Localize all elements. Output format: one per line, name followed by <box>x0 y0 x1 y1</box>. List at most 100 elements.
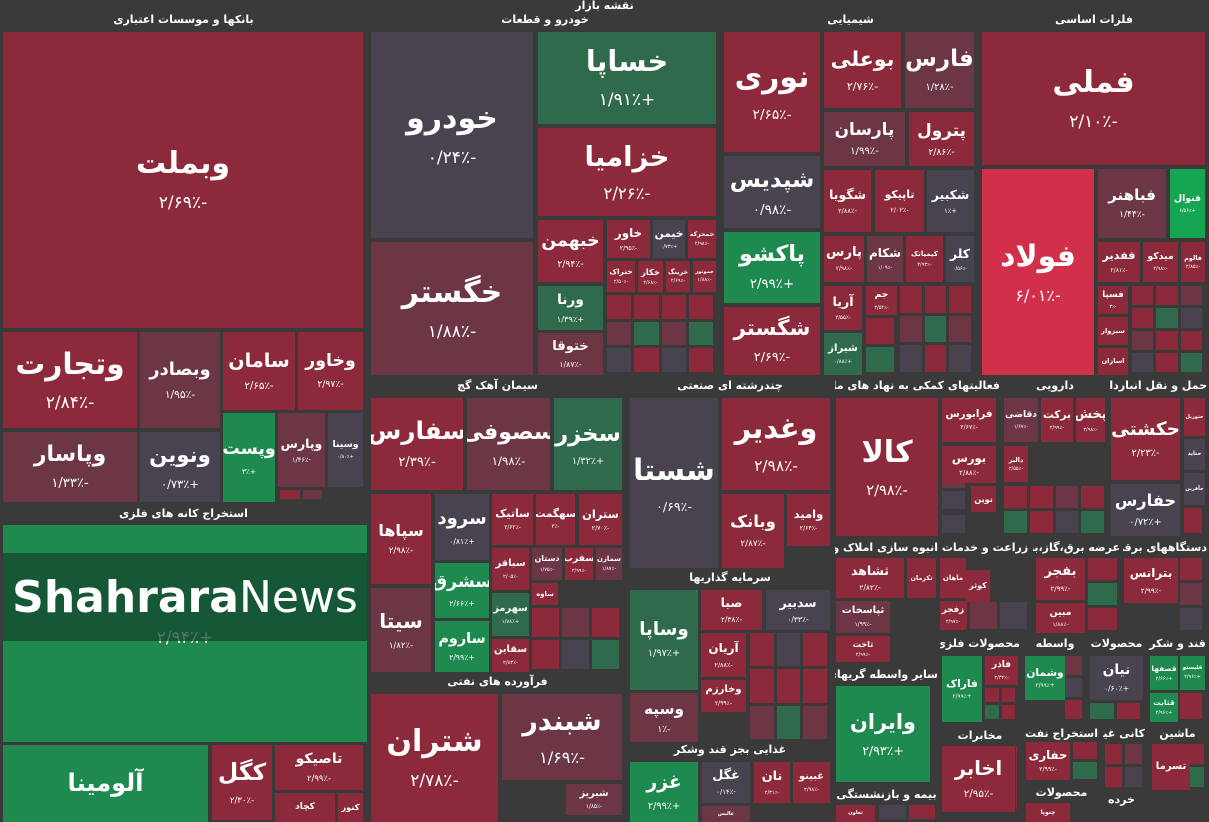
sector-title: استخراج کانه های فلزی <box>119 507 248 520</box>
stock-name: کچاد <box>295 801 315 812</box>
stock-tile: نان -۲/۳۱٪ <box>754 762 790 803</box>
stock-change: -۱/۶۷٪ <box>1013 424 1029 431</box>
filler-tile <box>607 348 632 372</box>
stock-change: -۱/۹۹٪ <box>850 146 879 158</box>
filler-tile <box>924 315 947 343</box>
stock-name: نوری <box>734 60 810 96</box>
stock-name: کیمیاتک <box>910 249 939 259</box>
watermark-light: News <box>238 571 358 623</box>
stock-name: خکار <box>641 266 660 277</box>
filler-tile <box>1081 486 1104 508</box>
sector-title: خرده <box>1108 793 1135 806</box>
filler-tile <box>1073 742 1097 759</box>
sector-title: کانی غیر <box>1103 727 1145 740</box>
stock-tile: صبا -۲/۳۸٪ <box>701 590 762 630</box>
stock-name: پترول <box>917 119 966 140</box>
stock-name: وغدیر <box>734 411 818 446</box>
stock-change: -۰/۲۴٪ <box>427 148 477 169</box>
sector-title: انبوه سازی املاک و <box>835 541 938 554</box>
stock-tile: ثاخت -۲/۹۹٪ <box>836 636 890 662</box>
filler-tile <box>750 669 774 703</box>
stock-name: خساپا <box>585 44 669 79</box>
stock-change: -۱/۸۸٪ <box>697 277 712 284</box>
stock-tile: خیمن +۰/۷۳٪ <box>653 220 685 258</box>
filler-tile <box>1105 744 1122 764</box>
stock-tile: تعاون <box>836 805 875 822</box>
stock-tile: خمحرکه -۲/۹۸٪ <box>688 220 716 258</box>
stock-name: وامید <box>793 507 824 521</box>
filler-tile <box>1029 511 1053 533</box>
stock-tile: ستران -۲/۷۰٪ <box>579 494 622 545</box>
filler-tile <box>1190 744 1204 764</box>
filler-tile <box>985 688 999 702</box>
stock-tile: فسپا -۳٪ <box>1098 286 1128 314</box>
stock-name: سخزر <box>555 420 621 447</box>
stock-name: وبصادر <box>149 360 211 381</box>
stock-name: شکام <box>868 246 902 261</box>
stock-tile: حفارس +۰/۷۲٪ <box>1111 484 1180 536</box>
stock-name: ساروم <box>438 631 486 648</box>
filler-tile <box>1065 656 1082 675</box>
stock-name: سباقر <box>495 557 526 569</box>
filler-tile <box>776 669 801 703</box>
stock-change: -۰/۶۹٪ <box>656 498 692 514</box>
stock-change: -۲/۸۸٪ <box>837 206 858 215</box>
stock-change: -۲/۲۶٪ <box>603 183 651 203</box>
sector-title: غذایی بجز قند وشکر <box>673 743 787 756</box>
filler-tile <box>532 608 559 637</box>
stock-change: -۲/۰۵٪ <box>503 573 518 580</box>
stock-name: سفارس <box>371 416 463 446</box>
stock-change: -۳٪ <box>1109 303 1117 310</box>
stock-change: -۰/۳۳٪ <box>787 615 809 625</box>
stock-change: -۲/۶۸٪ <box>643 280 658 287</box>
filler-tile <box>750 633 774 667</box>
stock-tile: فاذر -۲/۳۲٪ <box>985 656 1018 685</box>
stock-tile: بترانس -۲/۹۹٪ <box>1124 558 1178 603</box>
stock-name: پارس <box>825 244 863 260</box>
stock-tile: کوثر <box>966 570 990 602</box>
stock-name: تاپیکو <box>884 188 915 202</box>
stock-tile: وسپه -۱٪ <box>630 693 698 742</box>
stock-tile: شپدیس -۰/۹۸٪ <box>724 156 820 228</box>
filler-tile <box>1000 602 1027 629</box>
stock-name: وخارزم <box>705 684 742 696</box>
filler-tile <box>879 805 906 819</box>
stock-name: میدکو <box>1147 251 1174 263</box>
filler-tile <box>1088 558 1117 580</box>
filler-tile <box>1088 583 1117 605</box>
stock-name: فنوال <box>1173 192 1202 204</box>
sector-title: واسطه <box>1035 637 1075 650</box>
stock-name: وبملت <box>135 146 231 182</box>
filler-tile <box>924 286 947 313</box>
stock-tile: آلومینا <box>3 745 208 822</box>
stock-tile: ففدیر -۲/۸۱٪ <box>1098 242 1140 282</box>
stock-tile: وساپا +۱/۹۷٪ <box>630 590 698 690</box>
sector-title: بانکها و موسسات اعتباری <box>113 13 254 26</box>
stock-change: -۲/۳۸٪ <box>720 615 743 625</box>
filler-tile <box>908 805 935 819</box>
stock-change: -۱/۳۳٪ <box>51 476 89 492</box>
stock-tile: تاصیکو -۲/۹۹٪ <box>275 745 363 790</box>
stock-change: -۲/۹۸٪ <box>835 266 853 273</box>
stock-tile: وایران +۲/۹۳٪ <box>836 686 930 782</box>
stock-tile: وسینا +۰/۸۰٪ <box>328 413 363 487</box>
stock-tile: تاپیکو -۲/۰۲٪ <box>875 170 924 232</box>
stock-tile: وبملت -۲/۶۹٪ <box>3 32 363 328</box>
stock-tile: آریان -۲/۸۸٪ <box>701 633 746 677</box>
stock-change: -۱/۴۶٪ <box>291 455 312 464</box>
stock-change: -۲/۸۷٪ <box>740 538 766 549</box>
stock-name: ختراک <box>609 267 633 277</box>
stock-change: +۱/۹۷٪ <box>647 648 681 660</box>
stock-name: پاکشو <box>739 241 806 268</box>
stock-change: -۲/۹۵٪ <box>619 244 638 252</box>
stock-name: بفجر <box>1044 564 1077 580</box>
stock-tile: ساروم +۲/۹۹٪ <box>435 621 489 672</box>
stock-tile: ثکرمان <box>907 558 936 598</box>
sector-title: فلزات اساسی <box>1055 13 1133 26</box>
filler-tile <box>866 346 894 372</box>
stock-name: حتوریل <box>1185 413 1204 420</box>
stock-change: +۰/۷۲٪ <box>1129 516 1162 528</box>
stock-name: ثشاهد <box>851 563 889 579</box>
filler-tile <box>661 348 686 372</box>
map-title: نقشه بازار <box>575 0 634 12</box>
